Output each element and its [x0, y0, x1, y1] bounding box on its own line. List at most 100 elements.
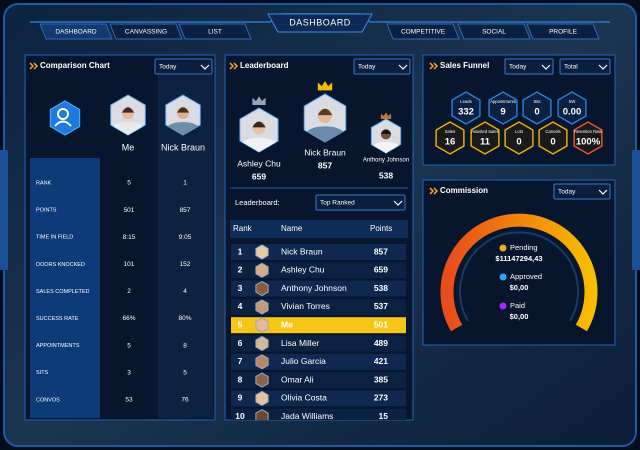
funnel-label: Cancels: [545, 129, 560, 134]
podium-points: 659: [252, 171, 266, 181]
stat-value: 1: [183, 180, 187, 187]
gauge-inner: [459, 231, 579, 322]
stat-value: 8:15: [123, 234, 136, 241]
column-header: Rank: [233, 224, 253, 233]
panel-title: Leaderboard: [240, 61, 289, 70]
stat-value: 101: [124, 261, 135, 268]
commission-value: $11147294,43: [495, 254, 542, 263]
funnel-label: SW: [569, 99, 576, 104]
table-cell: Anthony Johnson: [281, 283, 347, 293]
nav-tab-label: COMPETITIVE: [401, 29, 446, 36]
table-row-bg: [231, 353, 406, 370]
nav-tab[interactable]: [526, 23, 600, 40]
dropdown-value: Today: [358, 64, 376, 71]
row-avatar: [255, 409, 269, 420]
table-cell: Jada Williams: [281, 411, 333, 421]
row-avatar: [255, 390, 269, 406]
header-chevrons: [29, 62, 39, 70]
stat-label: SUCCESS RATE: [36, 316, 79, 322]
table-cell: Lisa Miller: [281, 338, 319, 348]
funnel-label: Lost: [515, 129, 524, 134]
podium-name: Anthony Johnson: [363, 158, 409, 164]
dropdown-chevron: [398, 64, 408, 70]
nav-tab[interactable]: [386, 23, 460, 40]
table-row-bg: [231, 262, 406, 279]
dropdown[interactable]: [504, 58, 554, 75]
dropdown[interactable]: [553, 183, 611, 200]
table-cell: 659: [374, 265, 388, 275]
nav-tab[interactable]: [39, 23, 113, 40]
row-avatar: [255, 372, 269, 388]
crown: [252, 96, 266, 105]
table-cell: Ashley Chu: [281, 265, 325, 275]
funnel-hex: [504, 121, 534, 155]
stat-label: SITS: [36, 370, 49, 376]
dropdown-value: Top Ranked: [320, 200, 355, 207]
player-name: Nick Braun: [161, 142, 205, 152]
table-row-bg: [231, 335, 406, 352]
stat-label: TIME IN FIELD: [36, 235, 73, 241]
dropdown-chevron: [598, 189, 608, 195]
funnel-hex: [488, 91, 518, 125]
nav-tab[interactable]: [457, 23, 531, 40]
row-avatar: [255, 281, 269, 297]
table-cell: Me: [281, 319, 293, 329]
side-tab: [0, 150, 8, 270]
stat-value: 8: [183, 342, 187, 349]
table-cell: Vivian Torres: [281, 301, 330, 311]
stat-value: 857: [180, 207, 191, 214]
funnel-value: 0: [516, 137, 521, 148]
stat-value: 80%: [178, 315, 191, 322]
table-rank: 8: [238, 374, 243, 384]
funnel-value: 0.00: [563, 107, 582, 118]
legend-dot: [499, 302, 507, 310]
stat-value: 4: [183, 288, 187, 295]
dropdown[interactable]: [154, 58, 213, 75]
avatar-hair: [177, 107, 189, 113]
table-cell: 421: [374, 356, 388, 366]
avatar-hair: [317, 108, 333, 116]
stat-label: CONVOS: [36, 397, 60, 403]
nav-tab-label: DASHBOARD: [55, 29, 96, 36]
stat-label: POINTS: [36, 208, 57, 214]
nav-title: DASHBOARD: [289, 17, 351, 27]
funnel-value: 100%: [576, 137, 601, 148]
funnel-label: Assisted Sales: [471, 129, 498, 134]
dropdown[interactable]: [315, 194, 406, 211]
table-rank: 5: [238, 319, 243, 329]
table-rank: 9: [238, 393, 243, 403]
nav-tab[interactable]: [109, 23, 183, 40]
table-header-bg: [230, 220, 408, 238]
podium-name: Ashley Chu: [237, 158, 281, 168]
table-cell: Omar Ali: [281, 374, 314, 384]
stat-label: RANK: [36, 180, 52, 186]
stat-value: 3: [127, 369, 131, 376]
funnel-label: Sales: [445, 129, 455, 134]
player-name: Me: [122, 142, 135, 152]
legend-dot: [499, 244, 507, 252]
row-avatar: [255, 299, 269, 315]
stat-label: SALES COMPLETED: [36, 289, 90, 295]
stat-value: 5: [127, 180, 131, 187]
table-row-bg: [231, 372, 406, 389]
funnel-value: 16: [445, 137, 456, 148]
funnel-hex: [557, 91, 587, 125]
nav-tab[interactable]: [178, 23, 252, 40]
table-row-bg: [231, 390, 406, 407]
funnel-label: Sits: [534, 99, 541, 104]
funnel-hex: [538, 121, 568, 155]
compare-icon-head: [57, 108, 69, 120]
table-rank: 1: [238, 246, 243, 256]
table-row-bg: [231, 280, 406, 297]
funnel-hex: [573, 121, 603, 155]
avatar-hair: [252, 121, 266, 128]
table-rank: 10: [235, 411, 245, 421]
table-cell: 273: [374, 393, 388, 403]
table-cell: 15: [379, 411, 389, 421]
dropdown[interactable]: [559, 58, 611, 75]
dropdown[interactable]: [353, 58, 411, 75]
stat-label: APPOINTMENTS: [36, 343, 80, 349]
dropdown-chevron: [541, 64, 551, 70]
